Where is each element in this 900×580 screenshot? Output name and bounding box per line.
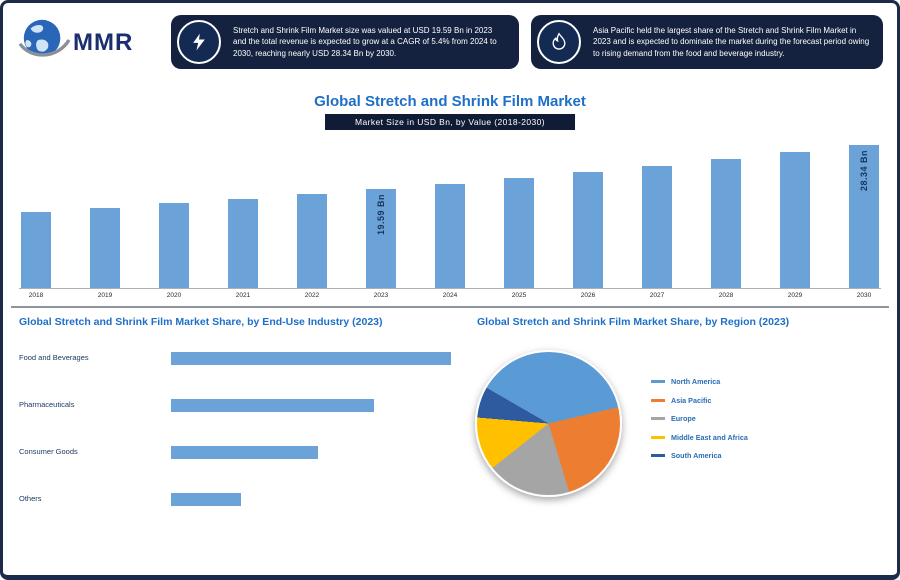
bar-2021: [226, 199, 260, 288]
bar-2026: [571, 172, 605, 288]
legend-label: North America: [671, 377, 721, 386]
globe-icon: [17, 15, 71, 70]
bar-2022: [295, 194, 329, 288]
legend-item: Asia Pacific: [651, 396, 748, 405]
legend-marker: [651, 398, 665, 402]
bar-2018: [19, 212, 53, 288]
x-axis-label: 2028: [718, 292, 734, 299]
banner-text: Asia Pacific held the largest share of t…: [593, 25, 870, 58]
x-axis-label: 2029: [787, 292, 803, 299]
category-bar: [171, 351, 451, 365]
banner-text: Stretch and Shrink Film Market size was …: [233, 25, 497, 58]
hbar-row: Consumer Goods: [19, 437, 464, 467]
hbar-row: Food and Beverages: [19, 343, 464, 373]
bar-2029: [778, 152, 812, 288]
x-axis-label: 2021: [235, 292, 251, 299]
brand-name: MMR: [73, 28, 134, 56]
chart-subtitle: Market Size in USD Bn, by Value (2018-20…: [325, 114, 575, 130]
x-axis-label: 2030: [856, 292, 872, 299]
legend-marker: [651, 454, 665, 457]
category-bar: [171, 445, 318, 459]
x-axis-label: 2023: [373, 292, 389, 299]
highlight-banner-region: Asia Pacific held the largest share of t…: [531, 15, 883, 69]
legend-label: Asia Pacific: [671, 395, 712, 405]
flame-icon: [537, 20, 581, 64]
legend-item: North America: [651, 377, 748, 386]
legend-label: Europe: [671, 414, 696, 423]
bar-2030: 28.34 Bn: [847, 145, 881, 288]
category-label: Food and Beverages: [19, 353, 89, 363]
bar-2027: [640, 166, 674, 288]
section-divider: [11, 306, 889, 308]
legend-item: South America: [651, 451, 748, 460]
hbar-row: Others: [19, 484, 464, 514]
x-axis-labels: 2018 2019 2020 2021 2022 2023 2024 2025 2026 2027…: [19, 292, 881, 299]
left-chart-title: Global Stretch and Shrink Film Market Sh…: [19, 316, 383, 328]
brand-logo: MMR: [17, 15, 133, 70]
x-axis-label: 2025: [511, 292, 527, 299]
x-axis-label: 2020: [166, 292, 182, 299]
x-axis-label: 2027: [649, 292, 665, 299]
bar-2023: 19.59 Bn: [364, 189, 398, 288]
legend-marker: [651, 435, 665, 439]
x-axis-label: 2018: [28, 292, 44, 299]
bar-2024: [433, 184, 467, 288]
highlight-banner-market-size: Stretch and Shrink Film Market size was …: [171, 15, 519, 69]
category-label: Consumer Goods: [19, 447, 78, 457]
x-axis-label: 2024: [442, 292, 458, 299]
pie-legend: North America Asia Pacific Europe Middle Ea…: [651, 377, 748, 470]
legend-item: Middle East and Africa: [651, 433, 748, 442]
bar-2025: [502, 178, 536, 288]
legend-label: South America: [671, 451, 722, 460]
bar-value-label: 28.34 Bn: [859, 150, 869, 192]
x-axis-label: 2026: [580, 292, 596, 299]
legend-label: Middle East and Africa: [671, 432, 748, 442]
category-label: Others: [19, 494, 42, 504]
lightning-icon: [177, 20, 221, 64]
x-axis-label: 2022: [304, 292, 320, 299]
bar-2019: [88, 208, 122, 288]
region-pie-chart: [475, 350, 622, 497]
legend-marker: [651, 417, 665, 420]
legend-item: Europe: [651, 414, 748, 423]
bar-2028: [709, 159, 743, 288]
end-use-bar-chart: Food and Beverages Pharmaceuticals Consume…: [19, 343, 464, 531]
hbar-row: Pharmaceuticals: [19, 390, 464, 420]
market-size-bar-chart: 19.59 Bn 28.34 Bn: [19, 143, 881, 289]
x-axis-label: 2019: [97, 292, 113, 299]
page-title: Global Stretch and Shrink Film Market: [314, 93, 586, 110]
bar-value-label: 19.59 Bn: [376, 194, 386, 236]
bar-2020: [157, 203, 191, 288]
category-bar: [171, 492, 241, 506]
legend-marker: [651, 380, 665, 383]
right-chart-title: Global Stretch and Shrink Film Market Sh…: [477, 316, 790, 328]
category-bar: [171, 398, 374, 412]
category-label: Pharmaceuticals: [19, 400, 75, 410]
